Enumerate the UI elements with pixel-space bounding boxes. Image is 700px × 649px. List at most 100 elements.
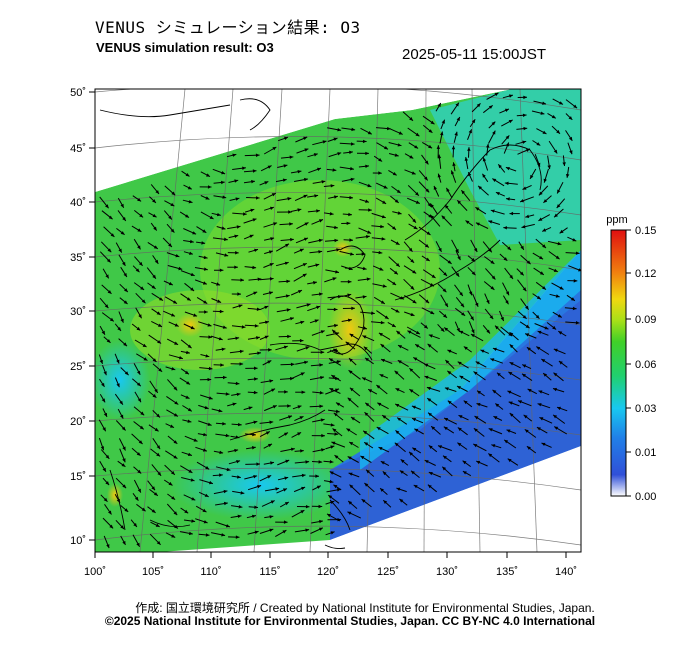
- wind-vector-head: [442, 466, 447, 471]
- wind-vector-head: [347, 280, 352, 284]
- wind-vector-head: [505, 135, 510, 140]
- wind-vector-head: [174, 341, 179, 345]
- wind-vector-head: [156, 541, 161, 545]
- wind-vector-head: [362, 335, 367, 339]
- wind-vector-head: [424, 375, 429, 380]
- wind-vector-head: [187, 407, 192, 412]
- wind-vector-head: [120, 231, 125, 235]
- wind-vector-head: [456, 117, 460, 121]
- wind-vector-head: [136, 382, 141, 387]
- wind-vector-head: [575, 321, 580, 325]
- wind-vector-head: [193, 313, 198, 317]
- wind-vector-head: [378, 250, 383, 255]
- wind-vector-head: [451, 170, 455, 175]
- wind-vector-head: [321, 448, 325, 452]
- wind-vector-head: [555, 294, 560, 298]
- wind-vector-head: [173, 386, 178, 391]
- wind-vector-head: [508, 119, 513, 124]
- wind-vector-head: [440, 327, 445, 332]
- wind-vector-head: [204, 310, 208, 314]
- wind-vector-head: [271, 388, 276, 392]
- wind-vector-head: [540, 111, 545, 115]
- wind-vector-head: [299, 248, 304, 252]
- wind-vector-head: [383, 500, 388, 504]
- wind-vector-head: [415, 330, 420, 335]
- wind-vector-head: [122, 261, 126, 266]
- wind-vector-head: [542, 286, 546, 290]
- lat-label-10: 10˚: [70, 535, 86, 547]
- wind-vector-head: [395, 309, 400, 313]
- wind-vector-head: [207, 377, 212, 382]
- wind-vector-head: [237, 475, 241, 479]
- wind-vector-head: [414, 428, 419, 432]
- wind-vector-head: [193, 438, 198, 442]
- wind-vector-head: [267, 165, 272, 169]
- wind-vector-head: [290, 237, 294, 242]
- wind-vector-head: [234, 179, 239, 183]
- wind-vector-head: [383, 185, 388, 189]
- wind-vector-head: [347, 511, 352, 515]
- wind-vector-head: [415, 200, 420, 204]
- wind-vector-head: [365, 164, 369, 168]
- wind-vector-head: [465, 220, 470, 224]
- wind-vector-head: [322, 140, 327, 144]
- wind-vector-head: [175, 254, 180, 258]
- colorbar-tick-0.00: 0.00: [635, 491, 656, 503]
- wind-vector-head: [173, 440, 178, 444]
- wind-vector-head: [457, 361, 462, 365]
- wind-vector-head: [225, 524, 230, 528]
- wind-vector-head: [431, 274, 436, 278]
- wind-vector-head: [219, 473, 223, 477]
- wind-vector-head: [190, 325, 195, 330]
- wind-vector-head: [207, 422, 212, 426]
- wind-vector-head: [121, 463, 126, 467]
- wind-vector-head: [223, 489, 228, 494]
- wind-vector-head: [332, 329, 336, 334]
- wind-vector-head: [225, 392, 230, 396]
- wind-vector-head: [273, 222, 278, 226]
- wind-vector-head: [186, 350, 190, 355]
- wind-vector-head: [158, 368, 163, 372]
- wind-vector-head: [256, 462, 260, 466]
- wind-vector-head: [186, 381, 191, 385]
- lon-label-110: 110˚: [200, 566, 221, 578]
- wind-vector-head: [378, 332, 383, 337]
- wind-vector-head: [122, 484, 127, 489]
- wind-vector-head: [457, 200, 462, 205]
- wind-vector-head: [411, 470, 415, 475]
- wind-vector-head: [392, 281, 397, 285]
- wind-vector-head: [451, 145, 456, 150]
- wind-vector-head: [334, 432, 339, 436]
- wind-vector-head: [438, 247, 442, 252]
- wind-vector-head: [509, 94, 513, 98]
- wind-vector-head: [305, 505, 310, 509]
- wind-vector-head: [334, 323, 338, 328]
- wind-vector-head: [413, 225, 418, 230]
- wind-vector-head: [124, 508, 129, 512]
- wind-vector-head: [347, 456, 352, 460]
- wind-vector-head: [101, 382, 105, 387]
- wind-vector-head: [443, 455, 447, 460]
- wind-vector-head: [202, 229, 207, 233]
- wind-vector-head: [297, 405, 302, 409]
- wind-vector-head: [424, 160, 429, 165]
- wind-vector-head: [365, 151, 369, 156]
- wind-vector-head: [320, 350, 325, 354]
- wind-vector-head: [286, 308, 291, 312]
- wind-vector-head: [412, 447, 417, 452]
- wind-vector-head: [284, 476, 289, 480]
- wind-vector-head: [500, 317, 504, 321]
- wind-vector-head: [474, 416, 479, 420]
- wind-vector-head: [300, 320, 305, 325]
- colorbar-tick-0.09: 0.09: [635, 314, 656, 326]
- wind-vector-head: [333, 412, 338, 417]
- wind-vector-head: [329, 388, 334, 392]
- wind-vector-head: [329, 358, 333, 362]
- wind-vector-head: [490, 358, 495, 362]
- wind-vector-head: [170, 424, 174, 428]
- wind-vector-head: [473, 444, 478, 448]
- wind-vector-head: [459, 375, 464, 380]
- wind-vector-head: [289, 222, 293, 226]
- wind-vector-head: [300, 449, 304, 453]
- wind-vector-head: [254, 366, 258, 370]
